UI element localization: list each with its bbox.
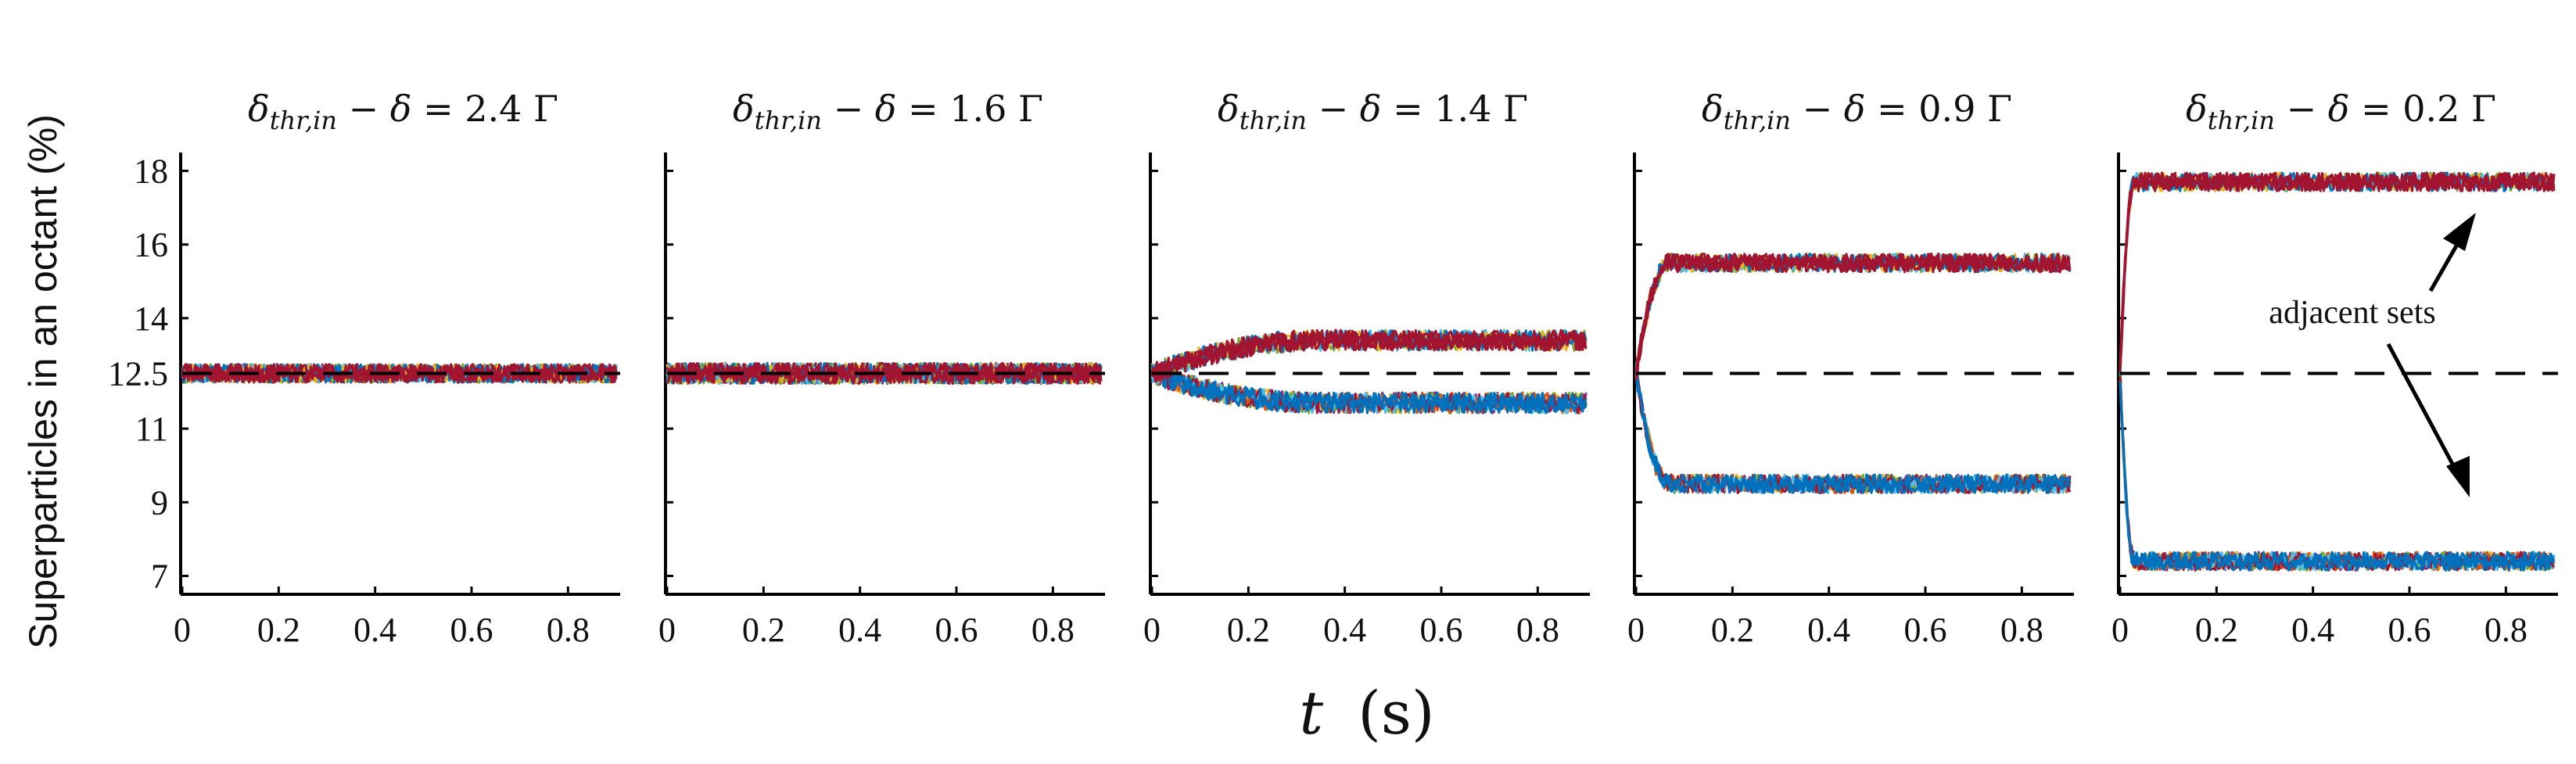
x-tick-label: 0 [174,611,191,649]
panel-title: δthr,in − δ = 1.6 Γ [733,88,1043,135]
y-tick-label: 11 [135,410,168,448]
panel-5: δthr,in − δ = 0.2 Γ 0 0.2 0.4 0.6 0.8 [2111,88,2558,649]
x-tick-label: 0 [2111,611,2129,649]
panel-2: δthr,in − δ = 1.6 Γ 0 0.2 0.4 0.6 0.8 [658,88,1105,649]
panel-title: δthr,in − δ = 0.9 Γ [1702,88,2012,135]
x-tick-label: 0 [1627,611,1645,649]
upper-trace-6 [2119,171,2555,372]
x-tick-label: 0.8 [2485,611,2528,649]
upper-trace-2 [1634,253,2072,381]
upper-trace-5 [2119,171,2556,369]
annotation-arrowhead-down [2446,456,2470,497]
lower-trace-6 [2119,369,2555,572]
lower-trace-3 [2119,379,2555,572]
lower-trace-7 [2119,381,2556,572]
y-axis-label: Superparticles in an octant (%) [21,114,65,649]
x-axis-label: t (s) [1299,678,1434,748]
x-tick-label: 0.2 [257,611,300,649]
upper-trace-7 [2119,171,2556,368]
y-tick-label: 16 [134,226,168,264]
x-tick-label: 0.6 [1420,611,1463,649]
lower-trace-5 [2119,368,2556,572]
upper-trace-5 [1634,253,2072,380]
upper-trace-7 [666,361,1102,386]
x-tick-label: 0.4 [1323,611,1366,649]
y-tick-label: 14 [134,300,168,338]
panel-title: δthr,in − δ = 1.4 Γ [1218,88,1528,135]
x-tick-label: 0.6 [2388,611,2431,649]
y-tick-label: 18 [134,152,168,191]
panel-3: δthr,in − δ = 1.4 Γ 0 0.2 0.4 0.6 0.8 [1143,88,1590,649]
panel-title: δthr,in − δ = 2.4 Γ [248,88,558,135]
annotation-arrowhead-up [2443,213,2476,251]
x-tick-label: 0 [658,611,676,649]
x-tick-label: 0.4 [353,611,396,649]
lower-trace-1 [2119,366,2556,572]
upper-trace-3 [2119,171,2555,374]
lower-trace-4 [2119,365,2556,572]
x-axis-unit: (s) [1358,678,1434,748]
upper-trace-7 [181,363,618,384]
x-tick-label: 0.6 [450,611,493,649]
x-tick-label: 0.2 [1711,611,1754,649]
annotation-label: adjacent sets [2269,295,2435,331]
x-tick-label: 0.8 [2000,611,2043,649]
panels-group: δthr,in − δ = 2.4 Γ 7 9 11 12.5 14 16 18 0 0.2 0.4… [108,88,2558,649]
x-tick-label: 0.4 [1807,611,1850,649]
y-tick-label: 12.5 [108,355,168,393]
x-tick-label: 0.2 [742,611,785,649]
upper-trace-3 [1634,253,2072,380]
upper-trace-4 [2119,171,2556,375]
x-tick-label: 0.8 [547,611,590,649]
upper-trace-1 [2119,171,2556,377]
annotation-arrow-down [2386,343,2463,480]
upper-trace-7 [1634,253,2072,371]
panel-title: δthr,in − δ = 0.2 Γ [2186,88,2496,135]
x-tick-label: 0.6 [935,611,978,649]
lower-trace-8 [2119,382,2555,572]
lower-trace-8 [1151,365,1588,414]
x-tick-label: 0.4 [2291,611,2334,649]
upper-trace-2 [2119,171,2555,369]
x-tick-label: 0.6 [1904,611,1947,649]
upper-trace-7 [1151,328,1587,380]
y-tick-label: 7 [151,557,168,595]
x-tick-label: 0.8 [1031,611,1075,649]
adjacent-sets-annotation: adjacent sets [2269,213,2476,497]
x-tick-label: 0.2 [1227,611,1270,649]
x-tick-label: 0.4 [838,611,881,649]
panel-4: δthr,in − δ = 0.9 Γ 0 0.2 0.4 0.6 0.8 [1627,88,2074,649]
x-tick-label: 0 [1143,611,1161,649]
x-tick-label: 0.2 [2195,611,2238,649]
lower-trace-8 [1634,368,2072,494]
x-axis-symbol: t [1299,678,1323,748]
x-tick-label: 0.8 [1516,611,1559,649]
lower-trace-2 [2119,365,2556,572]
panel-1: δthr,in − δ = 2.4 Γ 7 9 11 12.5 14 16 18 0 0.2 0.4… [108,88,620,649]
y-tick-label: 9 [151,483,168,522]
